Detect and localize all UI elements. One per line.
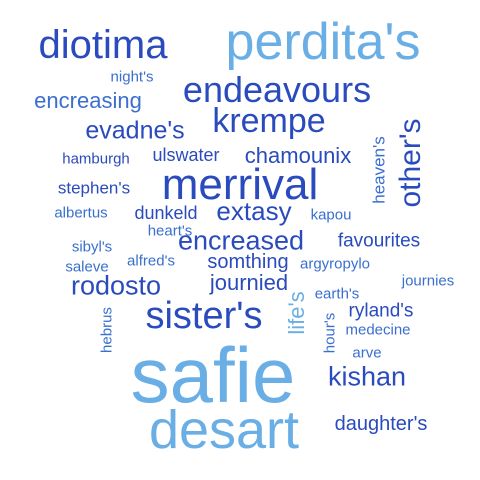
word-kapou: kapou [310, 206, 352, 224]
word-heavens: heaven's [369, 136, 389, 204]
word-extasy: extasy [216, 196, 292, 226]
word-lifes: life's [284, 291, 309, 335]
word-sisters: sister's [145, 295, 263, 337]
word-rylands: ryland's [348, 300, 414, 322]
word-somthing: somthing [207, 251, 289, 273]
word-arve: arve [352, 344, 382, 362]
word-endeavours: endeavours [182, 69, 372, 110]
word-favourites: favourites [337, 230, 421, 252]
word-diotima: diotima [38, 23, 168, 67]
word-hearts: heart's [147, 222, 193, 240]
word-stephens: stephen's [57, 178, 131, 198]
word-chamounix: chamounix [244, 143, 352, 168]
word-alfreds: alfred's [127, 252, 175, 270]
word-argyropylo: argyropylo [299, 255, 371, 273]
word-sibyls: sibyl's [71, 238, 113, 256]
word-hebrus: hebrus [98, 307, 116, 353]
word-safie: safie [130, 331, 296, 419]
word-saleve: saleve [65, 258, 109, 276]
word-rodosto: rodosto [70, 270, 162, 301]
word-medecine: medecine [345, 321, 411, 339]
word-daughters: daughter's [334, 413, 428, 435]
word-perditas: perdita's [225, 13, 421, 71]
word-nights: night's [110, 68, 154, 86]
word-hamburgh: hamburgh [62, 150, 130, 168]
word-evadnes: evadne's [85, 116, 185, 145]
word-hours: hour's [321, 312, 339, 354]
word-encreased: encreased [177, 225, 305, 256]
word-earths: earth's [314, 285, 360, 303]
word-desart: desart [148, 400, 300, 460]
word-dunkeld: dunkeld [134, 203, 198, 223]
word-encreasing: encreasing [34, 88, 142, 113]
word-journied: journied [209, 270, 289, 295]
word-krempe: krempe [212, 102, 326, 140]
word-merrival: merrival [161, 160, 319, 209]
word-albertus: albertus [54, 204, 108, 222]
word-kishan: kishan [327, 361, 407, 392]
word-others: other's [394, 118, 427, 208]
word-journies: journies [401, 272, 455, 290]
word-ulswater: ulswater [152, 145, 220, 165]
